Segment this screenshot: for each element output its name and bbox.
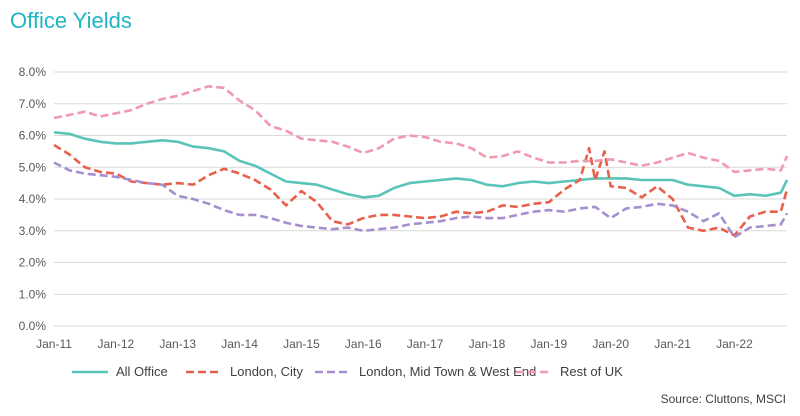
series-line-all-office [53, 131, 789, 199]
y-tick-label: 7.0% [19, 97, 47, 111]
x-tick-label: Jan-15 [283, 337, 320, 351]
x-tick-label: Jan-22 [716, 337, 753, 351]
x-tick-label: Jan-12 [98, 337, 135, 351]
y-tick-label: 3.0% [19, 224, 47, 238]
x-tick-label: Jan-16 [345, 337, 382, 351]
series-line-rest-of-uk [53, 85, 789, 174]
y-tick-label: 8.0% [19, 65, 47, 79]
y-axis-ticks: 0.0% 1.0% 2.0% 3.0% 4.0% 5.0% 6.0% 7.0% 8.0% [19, 65, 47, 333]
chart-title: Office Yields [10, 8, 132, 33]
y-tick-label: 6.0% [19, 129, 47, 143]
x-tick-label: Jan-21 [654, 337, 691, 351]
x-tick-label: Jan-17 [407, 337, 444, 351]
series-lines [53, 85, 789, 239]
x-tick-label: Jan-11 [36, 337, 72, 351]
legend-label: London, Mid Town & West End [359, 364, 536, 379]
x-tick-label: Jan-14 [221, 337, 258, 351]
y-tick-label: 1.0% [19, 287, 47, 301]
source-note: Source: Cluttons, MSCI [660, 392, 786, 406]
x-tick-label: Jan-19 [531, 337, 568, 351]
legend-label: All Office [116, 364, 168, 379]
y-tick-label: 4.0% [19, 192, 47, 206]
legend-label: London, City [230, 364, 303, 379]
x-tick-label: Jan-13 [159, 337, 196, 351]
gridlines [54, 71, 787, 327]
x-tick-label: Jan-20 [592, 337, 629, 351]
x-tick-label: Jan-18 [469, 337, 506, 351]
y-tick-label: 2.0% [19, 256, 47, 270]
series-line-london-city [53, 143, 789, 237]
legend: All Office London, City London, Mid Town &… [72, 364, 623, 379]
y-tick-label: 0.0% [19, 319, 47, 333]
legend-label: Rest of UK [560, 364, 623, 379]
series-line-london-mid-town-west-end [53, 161, 789, 239]
x-axis-ticks: Jan-11 Jan-12 Jan-13 Jan-14 Jan-15 Jan-16 Jan-… [36, 337, 753, 351]
y-tick-label: 5.0% [19, 160, 47, 174]
